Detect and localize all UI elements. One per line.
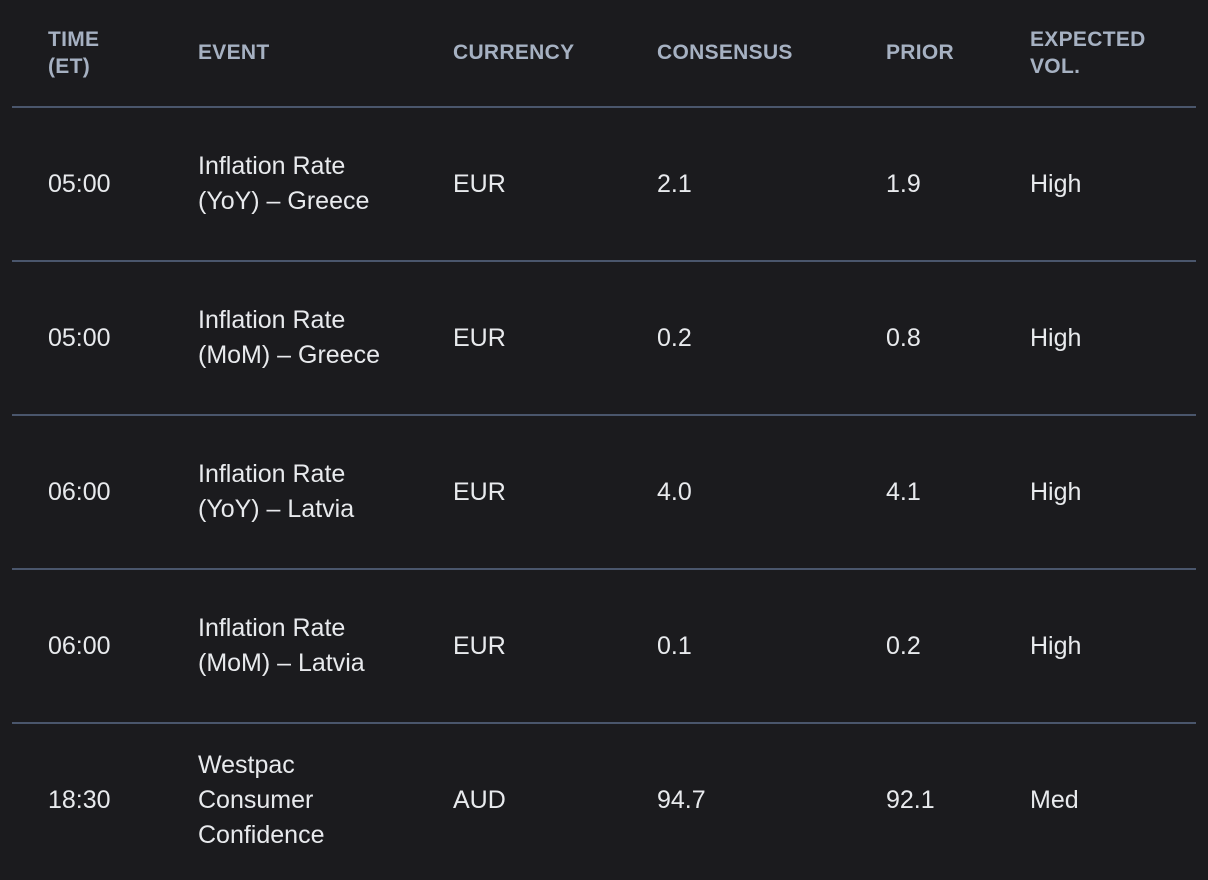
cell-time: 05:00 [12,261,198,416]
economic-calendar-table: TIME (ET) EVENT CURRENCY CONSENSUS PRIOR EXPE… [12,0,1196,876]
column-header-currency: CURRENCY [453,0,657,108]
column-header-event: EVENT [198,0,453,108]
cell-event: Inflation Rate (MoM) – Latvia [198,569,453,724]
cell-prior: 0.8 [886,261,1030,416]
cell-currency: EUR [453,261,657,416]
table-body: 05:00 Inflation Rate (YoY) – Greece EUR 2.1… [12,107,1196,876]
column-header-consensus: CONSENSUS [657,0,886,108]
table-row: 06:00 Inflation Rate (MoM) – Latvia EUR 0.1… [12,569,1196,724]
cell-prior: 0.2 [886,569,1030,724]
cell-currency: EUR [453,415,657,570]
cell-expected_vol: Med [1030,785,1079,814]
cell-event: Inflation Rate (YoY) – Greece [198,107,453,262]
cell-time: 05:00 [12,107,198,262]
cell-currency: AUD [453,785,506,814]
cell-consensus: 0.1 [657,569,886,724]
cell-consensus: 94.7 [657,785,706,814]
cell-consensus: 2.1 [657,107,886,262]
cell-consensus: 0.2 [657,261,886,416]
cell-event: Inflation Rate (MoM) – Greece [198,261,453,416]
cell-event: Inflation Rate (YoY) – Latvia [198,415,453,570]
table-head: TIME (ET) EVENT CURRENCY CONSENSUS PRIOR EXPE… [12,0,1196,108]
cell-expected_vol: High [1030,107,1196,262]
column-header-prior: PRIOR [886,0,1030,108]
table-row: 06:00 Inflation Rate (YoY) – Latvia EUR 4.0… [12,415,1196,570]
column-header-time: TIME (ET) [12,0,198,108]
cell-prior: 4.1 [886,415,1030,570]
cell-time: 06:00 [12,569,198,724]
cell-expected_vol: High [1030,261,1196,416]
cell-expected_vol: High [1030,415,1196,570]
table-row: 18:30 Westpac Consumer Confidence AUD 94.7 9… [12,723,1196,876]
cell-prior: 1.9 [886,107,1030,262]
cell-currency: EUR [453,107,657,262]
cell-expected_vol: High [1030,569,1196,724]
cell-time: 06:00 [12,415,198,570]
table-header-row: TIME (ET) EVENT CURRENCY CONSENSUS PRIOR EXPE… [12,0,1196,108]
column-header-expected_vol: EXPECTED VOL. [1030,0,1196,108]
table-row: 05:00 Inflation Rate (MoM) – Greece EUR 0.2… [12,261,1196,416]
cell-consensus: 4.0 [657,415,886,570]
cell-prior: 92.1 [886,785,935,814]
cell-event: Westpac Consumer Confidence [198,750,325,849]
cell-time: 18:30 [48,785,111,814]
table-row: 05:00 Inflation Rate (YoY) – Greece EUR 2.1… [12,107,1196,262]
cell-currency: EUR [453,569,657,724]
